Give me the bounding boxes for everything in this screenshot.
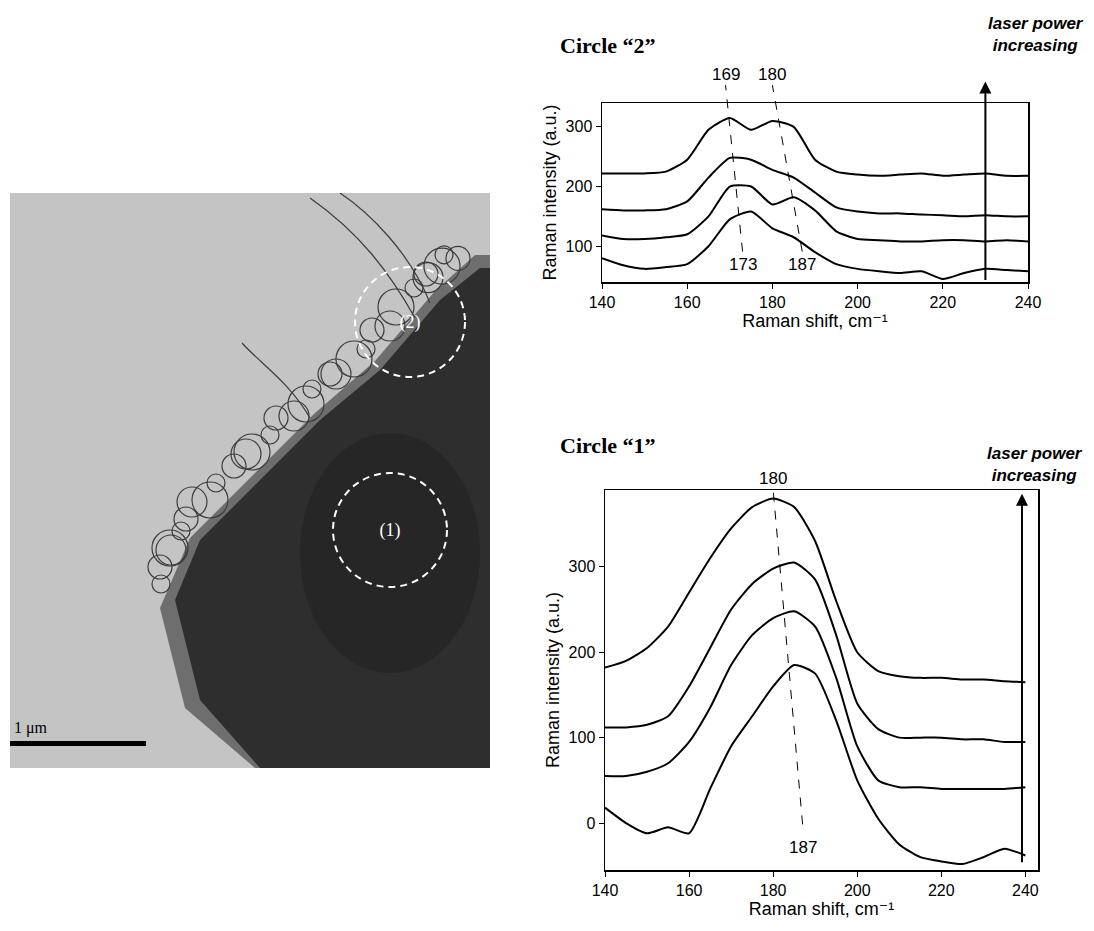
svg-text:Raman shift, cm⁻¹: Raman shift, cm⁻¹ [742, 311, 888, 331]
svg-text:200: 200 [844, 882, 871, 899]
svg-text:169: 169 [712, 65, 740, 84]
svg-text:laser powerincreasing: laser powerincreasing [987, 444, 1083, 485]
svg-text:187: 187 [788, 255, 816, 274]
svg-text:220: 220 [928, 882, 955, 899]
svg-text:180: 180 [759, 294, 786, 311]
svg-text:240: 240 [1015, 294, 1042, 311]
svg-text:180: 180 [760, 882, 787, 899]
svg-text:160: 160 [674, 294, 701, 311]
svg-text:Raman intensity (a.u.): Raman intensity (a.u.) [540, 104, 560, 280]
svg-text:220: 220 [929, 294, 956, 311]
svg-text:laser powerincreasing: laser powerincreasing [988, 14, 1084, 55]
svg-text:180: 180 [759, 469, 787, 488]
svg-text:140: 140 [589, 294, 616, 311]
svg-text:140: 140 [592, 882, 619, 899]
svg-text:(2): (2) [400, 312, 421, 333]
svg-text:0: 0 [586, 815, 595, 832]
svg-text:173: 173 [729, 255, 757, 274]
svg-text:100: 100 [566, 238, 593, 255]
svg-text:Circle “2”: Circle “2” [560, 33, 656, 58]
svg-text:(1): (1) [380, 520, 401, 541]
svg-text:1 μm: 1 μm [14, 719, 48, 737]
svg-text:Raman intensity (a.u.): Raman intensity (a.u.) [543, 592, 563, 768]
svg-text:300: 300 [566, 118, 593, 135]
svg-text:200: 200 [566, 178, 593, 195]
svg-text:300: 300 [569, 558, 596, 575]
svg-text:200: 200 [844, 294, 871, 311]
svg-text:Raman shift, cm⁻¹: Raman shift, cm⁻¹ [749, 899, 895, 919]
svg-text:100: 100 [569, 729, 596, 746]
svg-text:Circle “1”: Circle “1” [560, 433, 656, 458]
svg-text:180: 180 [758, 65, 786, 84]
svg-text:200: 200 [569, 644, 596, 661]
svg-text:240: 240 [1012, 882, 1039, 899]
svg-text:187: 187 [789, 838, 817, 857]
svg-text:160: 160 [676, 882, 703, 899]
